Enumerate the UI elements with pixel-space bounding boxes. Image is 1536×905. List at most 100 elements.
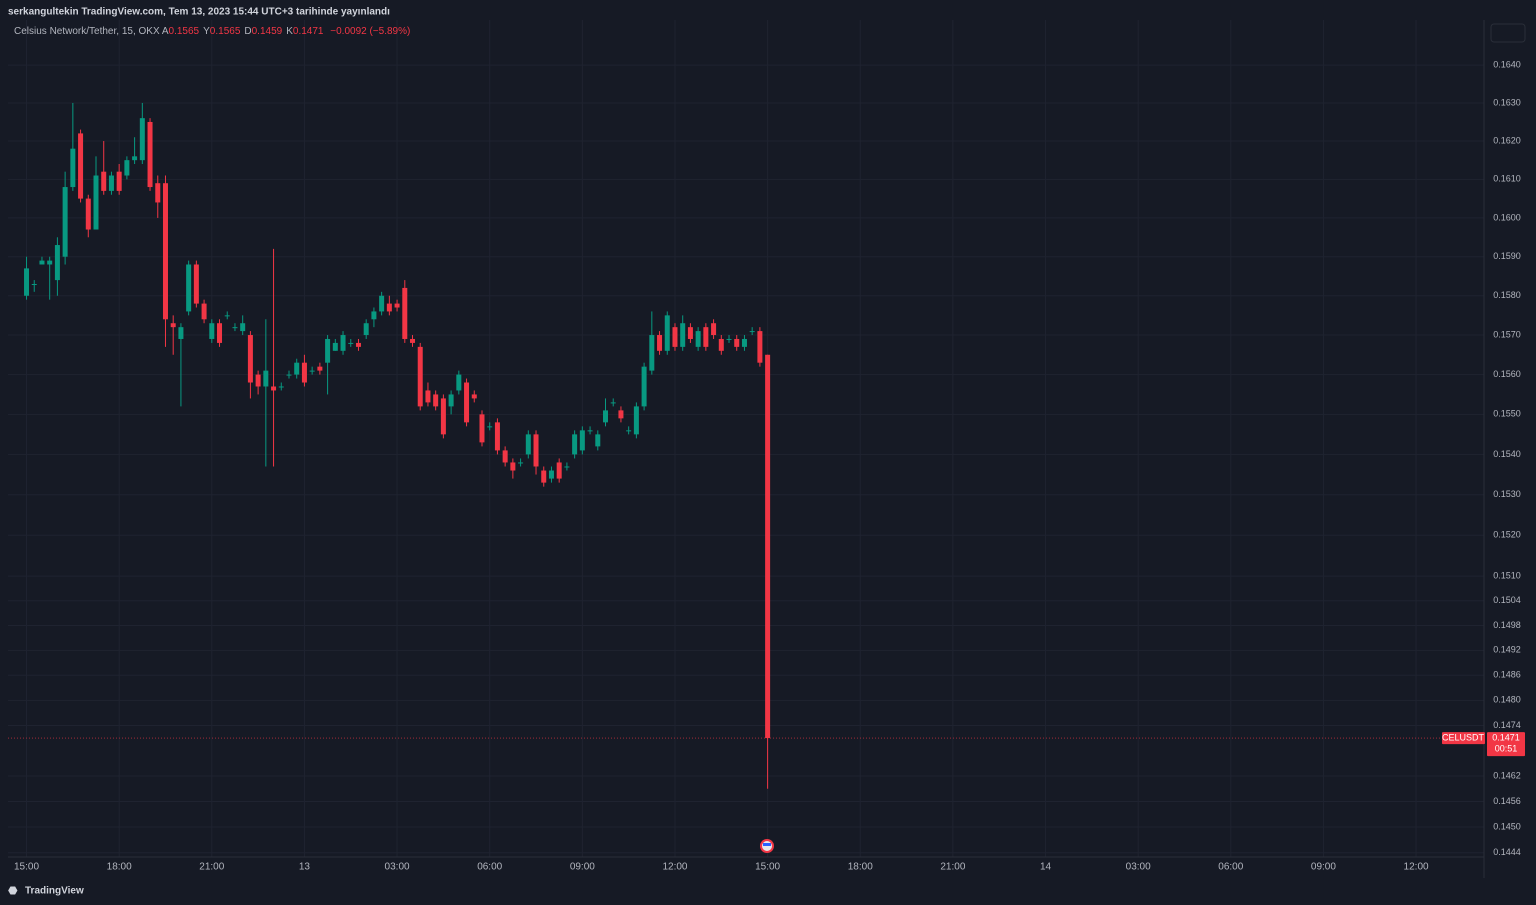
candle-body [425,390,431,403]
x-tick-label: 15:00 [755,862,780,873]
candle-body [541,470,547,483]
candle-body [595,434,601,447]
candle-body [348,342,354,344]
candle-body [440,398,446,435]
x-tick-label: 12:00 [662,862,687,873]
candle-body [170,323,176,328]
candle-body [626,430,632,432]
candle-body [687,327,693,339]
x-tick-label: 03:00 [385,862,410,873]
y-tick-label: 0.1640 [1493,59,1521,69]
candle-body [247,335,253,383]
y-tick-label: 0.1498 [1493,620,1521,630]
candle-body [31,284,37,286]
x-tick-label: 06:00 [477,862,502,873]
y-tick-label: 0.1630 [1493,97,1521,107]
y-tick-label: 0.1492 [1493,645,1521,655]
candle-body [309,370,315,372]
y-tick-label: 0.1570 [1493,329,1521,339]
candle-body [726,338,732,340]
y-tick-label: 0.1520 [1493,530,1521,540]
candle-body [672,327,678,347]
candle-body [394,303,400,308]
event-flag [760,839,774,853]
candle-body [363,323,369,336]
candle-body [695,331,701,347]
candle-body [147,121,153,188]
candle-body [564,466,570,468]
y-tick-label: 0.1530 [1493,489,1521,499]
ohlc-value: 0.1565 [209,26,241,37]
toolbar-button[interactable] [1490,23,1526,43]
candle-body [464,382,470,423]
candle-body [325,338,331,363]
candle-body [548,470,554,479]
x-tick-label: 13 [299,862,311,873]
candle-body [278,386,284,388]
candle-body [680,323,686,347]
x-tick-label: 09:00 [570,862,595,873]
candle-body [332,342,338,351]
candle-body [765,354,771,739]
candle-body [664,315,670,351]
candle-body [139,118,145,161]
candle-body [741,338,747,347]
candle-body [502,450,508,463]
candle-body [711,323,717,336]
y-tick-label: 0.1550 [1493,409,1521,419]
candle-body [47,260,53,265]
candle-body [162,183,168,320]
candle-body [518,462,524,464]
candle-body [263,370,269,387]
candle-body [355,342,361,347]
candle-body [340,335,346,351]
candle-body [471,394,477,399]
y-tick-label: 0.1450 [1493,821,1521,831]
y-tick-label: 0.1600 [1493,212,1521,222]
ohlc-value: 0.1565 [168,26,200,37]
brand-mark: ⬣ [8,885,18,897]
ohlc-label: D [244,26,252,37]
x-tick-label: 09:00 [1311,862,1336,873]
candle-body [209,323,215,339]
candle-body [224,315,230,317]
y-tick-label: 0.1486 [1493,670,1521,680]
y-tick-label: 0.1504 [1493,595,1521,605]
symbol-tag [1442,732,1485,745]
x-tick-label: 12:00 [1404,862,1429,873]
candle-body [703,327,709,347]
ohlc-label: K [286,26,293,37]
price-tag-label: 0.1471 [1492,732,1520,742]
candle-body [124,160,130,176]
candle-body [232,327,238,329]
candle-body [749,331,755,333]
candle-body [39,260,45,265]
candle-body [132,156,138,161]
candle-body [240,323,246,332]
candle-body [417,346,423,407]
ohlc-value: 0.1459 [251,26,283,37]
candle-body [487,426,493,428]
y-tick-label: 0.1456 [1493,796,1521,806]
candle-body [633,406,639,435]
candle-body [301,362,307,383]
candle-body [294,362,300,375]
candle-body [186,264,192,312]
candle-body [718,338,724,351]
x-tick-label: 15:00 [14,862,39,873]
candle-body [618,410,624,419]
candle-body [379,295,385,312]
candle-body [271,386,277,391]
y-tick-label: 0.1610 [1493,174,1521,184]
x-tick-label: 06:00 [1218,862,1243,873]
candle-body [386,303,392,312]
candle-body [201,303,207,320]
candle-body [572,434,578,455]
ohlc-label: Y [203,26,210,37]
x-tick-label: 21:00 [199,862,224,873]
y-tick-label: 0.1474 [1493,720,1521,730]
price-tag [1487,732,1525,757]
candle-body [757,331,763,363]
symbol-title: Celsius Network/Tether, 15, OKX [14,26,160,37]
